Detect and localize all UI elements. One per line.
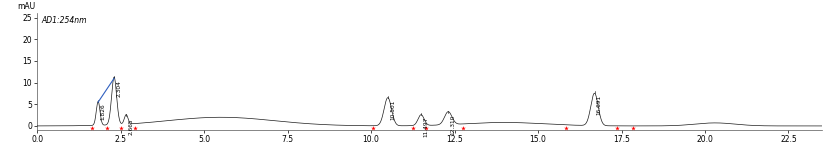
- Text: 12.310: 12.310: [450, 115, 456, 135]
- Text: 16.691: 16.691: [597, 95, 602, 115]
- Text: 1.826: 1.826: [101, 104, 106, 120]
- Text: 11.497: 11.497: [424, 117, 429, 137]
- Text: mAU: mAU: [17, 2, 36, 11]
- Text: 2.665: 2.665: [129, 118, 134, 135]
- Text: AD1:254nm: AD1:254nm: [41, 16, 87, 25]
- Text: 10.501: 10.501: [390, 100, 395, 120]
- Text: 2.304: 2.304: [116, 80, 121, 97]
